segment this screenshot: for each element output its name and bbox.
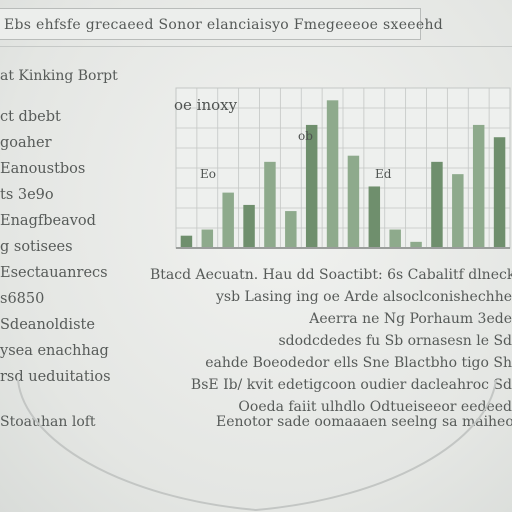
- body-paragraph: Btacd Aecuatn. Hau dd Soactibt: 6s Cabal…: [150, 264, 512, 418]
- body-line: Aeerra ne Ng Porhaum 3ede: [309, 311, 512, 327]
- chart-bar: [368, 186, 381, 248]
- footer-text-left: Stoauhan loft: [0, 414, 96, 430]
- sidebar-item: Sdeanoldiste: [0, 317, 95, 333]
- chart-annotation: ob: [298, 129, 313, 143]
- chart-annotations: Eo Ed ob: [200, 129, 392, 181]
- chart-bars: [180, 100, 506, 248]
- chart-title: oe inoxy: [174, 96, 238, 114]
- chart-bar: [326, 100, 339, 248]
- chart-bar: [389, 229, 401, 248]
- chart-bar: [452, 174, 464, 248]
- sidebar-item: s6850: [0, 291, 45, 307]
- shield-outline-graphic: [17, 380, 497, 512]
- body-line: eahde Boeodedor ells Sne Blactbho tigo S…: [205, 355, 512, 371]
- sidebar-item: ysea enachhag: [0, 343, 109, 359]
- sidebar-item: g sotisees: [0, 239, 73, 255]
- chart-bar: [431, 161, 443, 248]
- chart-bar: [264, 161, 276, 248]
- footer-text-right: Eenotor sade oomaaaen seelng sa maiheone: [216, 414, 512, 430]
- bar-chart: oe inoxy Eo Ed ob: [174, 87, 511, 249]
- body-line: ysb Lasing ing oe Arde alsoclconishechhe: [216, 289, 512, 305]
- sidebar-item: ct dbebt: [0, 109, 61, 125]
- chart-bar: [410, 241, 422, 248]
- chart-bar: [180, 235, 193, 248]
- chart-bar: [472, 124, 485, 248]
- sidebar-item: Enagfbeavod: [0, 213, 96, 229]
- chart-annotation: Eo: [200, 167, 216, 181]
- chart-bar: [222, 192, 234, 248]
- chart-bar: [285, 211, 297, 248]
- chart-annotation: Ed: [375, 167, 392, 181]
- sidebar-item: rsd ueduitatios: [0, 369, 111, 385]
- chart-bar: [243, 204, 255, 248]
- page-title: Ebs ehfsfe grecaeed Sonor elanciaisyo Fm…: [4, 17, 444, 33]
- chart-bar: [305, 124, 318, 248]
- body-line: BsE Ib/ kvit edetigcoon oudier dacleahro…: [190, 377, 512, 393]
- sidebar-item: Eanoustbos: [0, 161, 86, 177]
- page-header: Ebs ehfsfe grecaeed Sonor elanciaisyo Fm…: [0, 8, 443, 40]
- body-line: Btacd Aecuatn. Hau dd Soactibt: 6s Cabal…: [150, 267, 512, 283]
- chart-bar: [347, 155, 360, 248]
- sidebar-heading: at Kinking Borpt: [0, 68, 118, 84]
- sidebar-list: ct dbebt goaher Eanoustbos ts 3e9o Enagf…: [0, 104, 111, 390]
- body-line: Ooeda faiit ulhdlo Odtueiseeor eedeed: [238, 399, 512, 415]
- chart-bar: [493, 137, 506, 248]
- sidebar-item: ts 3e9o: [0, 187, 54, 203]
- sidebar-item: Esectauanrecs: [0, 265, 108, 281]
- body-line: sdodcdedes fu Sb ornasesn le Sd: [278, 333, 512, 349]
- chart-bar: [201, 229, 214, 248]
- header-divider: [0, 46, 512, 47]
- sidebar-item: goaher: [0, 135, 52, 151]
